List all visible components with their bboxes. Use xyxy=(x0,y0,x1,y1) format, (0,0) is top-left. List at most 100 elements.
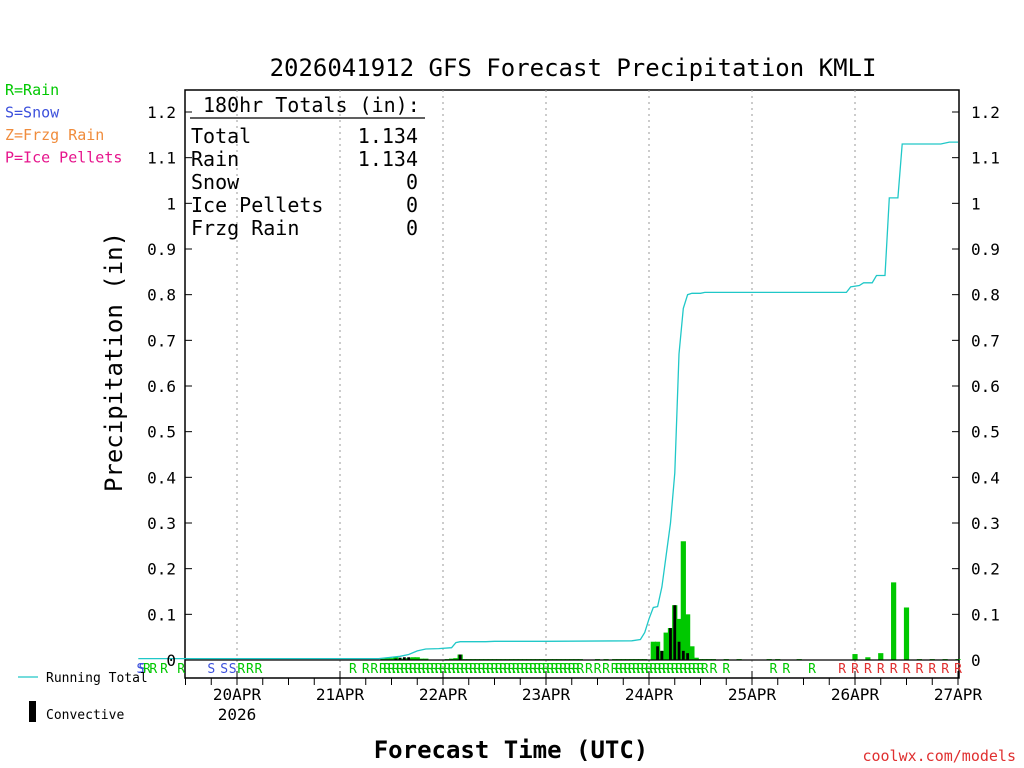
precip-type-marker: R xyxy=(667,662,675,677)
precip-type-marker: R xyxy=(383,662,391,677)
precip-bar xyxy=(865,657,871,660)
precip-type-marker: R xyxy=(877,662,885,677)
precip-type-marker: R xyxy=(443,662,451,677)
precip-type-marker: R xyxy=(688,662,696,677)
precip-type-marker: R xyxy=(782,662,790,677)
y-tick-label-right: 0.7 xyxy=(971,331,1000,350)
totals-row-value: 1.134 xyxy=(358,147,418,171)
precip-bar xyxy=(852,654,858,660)
precip-type-legend-item: S=Snow xyxy=(5,104,60,122)
precip-bar xyxy=(903,607,910,660)
x-axis-label: Forecast Time (UTC) xyxy=(374,736,649,764)
precip-type-marker: R xyxy=(662,662,670,677)
precip-type-marker: R xyxy=(559,662,567,677)
precip-bar xyxy=(685,614,691,660)
y-tick-label-right: 0.2 xyxy=(971,560,1000,579)
precip-type-marker: R xyxy=(576,662,584,677)
precip-type-marker: R xyxy=(426,662,434,677)
x-tick-label: 22APR xyxy=(419,685,468,704)
precip-type-marker: S xyxy=(207,662,215,677)
precip-type-marker: R xyxy=(362,662,370,677)
convective-bar xyxy=(669,628,672,660)
convective-bars xyxy=(394,605,690,660)
precip-type-marker: R xyxy=(469,662,477,677)
precip-type-marker: R xyxy=(568,662,576,677)
precip-type-marker: R xyxy=(413,662,421,677)
precip-type-marker: R xyxy=(903,662,911,677)
precip-type-marker: R xyxy=(645,662,653,677)
precip-type-marker: R xyxy=(478,662,486,677)
precip-type-marker: R xyxy=(465,662,473,677)
precip-type-marker: R xyxy=(615,662,623,677)
y-axis-right: 0 0.1 0.2 0.3 0.4 0.5 0.6 0.7 0.8 0.9 1 1.1 1.2 xyxy=(952,103,1000,670)
convective-bar xyxy=(394,658,398,660)
totals-box: 180hr Totals (in): Total 1.134 Rain 1.134 Sn… xyxy=(190,93,425,240)
convective-bar xyxy=(407,657,411,660)
precip-bar xyxy=(418,658,425,660)
y-tick-label-right: 0.5 xyxy=(971,423,1000,442)
y-tick-label-right: 0.6 xyxy=(971,377,1000,396)
precip-bar xyxy=(693,657,699,660)
x-tick-sublabel: 2026 xyxy=(218,705,257,724)
precip-type-marker: R xyxy=(448,662,456,677)
chart-title: 2026041912 GFS Forecast Precipitation KM… xyxy=(270,54,877,82)
y-tick-label-right: 0.3 xyxy=(971,514,1000,533)
convective-bar xyxy=(398,657,402,660)
y-tick-label-left: 0.2 xyxy=(147,560,176,579)
precip-type-marker: R xyxy=(491,662,499,677)
precip-type-marker: R xyxy=(602,662,610,677)
precip-type-marker: R xyxy=(684,662,692,677)
precip-type-marker: R xyxy=(396,662,404,677)
precip-type-marker: R xyxy=(435,662,443,677)
precip-type-marker: R xyxy=(654,662,662,677)
totals-row-value: 0 xyxy=(406,216,418,240)
y-tick-label-right: 1 xyxy=(971,194,981,213)
precip-type-marker: R xyxy=(529,662,537,677)
precip-type-marker: R xyxy=(143,662,151,677)
y-tick-label-left: 0.1 xyxy=(147,605,176,624)
y-tick-label-left: 1.1 xyxy=(147,149,176,168)
precip-type-legend: R=Rain S=Snow Z=Frzg Rain P=Ice Pellets xyxy=(5,81,122,167)
precip-type-marker: R xyxy=(542,662,550,677)
precip-type-marker: R xyxy=(692,662,700,677)
x-tick-label: 26APR xyxy=(831,685,880,704)
precip-type-marker: S xyxy=(139,662,147,677)
precip-bar xyxy=(380,658,386,660)
precip-bar xyxy=(689,646,695,660)
convective-bar xyxy=(677,641,681,660)
y-tick-label-left: 0.9 xyxy=(147,240,176,259)
precip-bar xyxy=(650,641,656,660)
totals-row-label: Frzg Rain xyxy=(191,216,299,240)
convective-legend-swatch xyxy=(29,701,36,722)
totals-row-label: Ice Pellets xyxy=(191,193,323,217)
precip-type-marker: R xyxy=(701,662,709,677)
plot-frame xyxy=(184,89,960,679)
precip-type-legend-item: Z=Frzg Rain xyxy=(5,126,104,144)
y-tick-label-left: 0.8 xyxy=(147,286,176,305)
precip-type-marker: R xyxy=(641,662,649,677)
y-tick-label-right: 0.4 xyxy=(971,468,1000,487)
running-total-line xyxy=(138,141,958,660)
precip-bar xyxy=(891,582,897,660)
precip-bar xyxy=(663,632,669,660)
precip-type-marker: R xyxy=(632,662,640,677)
precip-type-marker: R xyxy=(431,662,439,677)
precip-type-marker: R xyxy=(379,662,387,677)
y-axis-label: Precipitation (in) xyxy=(100,232,128,492)
convective-bar xyxy=(681,650,685,660)
precip-type-marker: R xyxy=(890,662,898,677)
x-tick-label: 27APR xyxy=(934,685,983,704)
y-tick-label-left: 0.6 xyxy=(147,377,176,396)
precip-type-marker: R xyxy=(521,662,529,677)
precip-type-legend-item: P=Ice Pellets xyxy=(5,149,122,167)
precip-type-marker: R xyxy=(637,662,645,677)
precip-bar xyxy=(414,657,420,660)
precip-type-marker: R xyxy=(564,662,572,677)
precip-type-marker: R xyxy=(838,662,846,677)
running-total-legend-label: Running Total xyxy=(46,671,148,686)
precip-type-marker: R xyxy=(941,662,949,677)
totals-row-label: Total xyxy=(191,124,251,148)
precip-type-marker: R xyxy=(422,662,430,677)
running-total-line-group xyxy=(138,141,958,660)
